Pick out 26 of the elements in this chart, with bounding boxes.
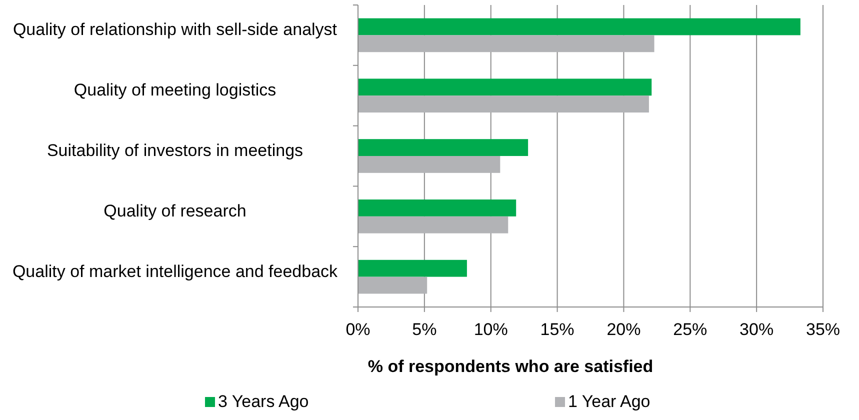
bar: [358, 96, 649, 113]
bar: [358, 260, 467, 277]
x-tick-label: 5%: [412, 320, 437, 339]
x-tick-label: 25%: [673, 320, 708, 339]
y-tick-label: Quality of research: [104, 201, 246, 220]
y-tick-label: Suitability of investors in meetings: [46, 141, 304, 160]
x-tick-label: 35%: [806, 320, 840, 339]
bar: [358, 199, 516, 216]
bar: [358, 156, 500, 173]
x-tick-label: 0%: [346, 320, 370, 339]
bar: [358, 35, 654, 52]
bar: [358, 276, 428, 294]
bar: [358, 139, 528, 156]
y-tick-label: Quality of meeting logistics: [74, 80, 276, 100]
x-tick-label: 15%: [540, 320, 574, 339]
y-tick-label: Quality of market intelligence and feedback: [12, 262, 338, 281]
x-axis-title: % of respondents who are satisfied: [368, 357, 654, 376]
bar: [358, 78, 652, 96]
y-tick-label: Quality of relationship with sell-side analyst: [12, 20, 338, 40]
legend-label: 3 Years Ago: [218, 392, 309, 411]
x-tick-label: 30%: [740, 320, 774, 339]
bar: [358, 216, 508, 234]
x-tick-label: 10%: [474, 320, 508, 339]
bar: [358, 18, 800, 36]
x-tick-label: 20%: [606, 320, 641, 339]
legend-label: 1 Year Ago: [568, 392, 650, 411]
